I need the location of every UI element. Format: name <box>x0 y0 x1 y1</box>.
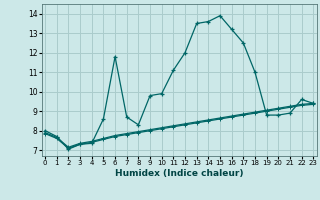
X-axis label: Humidex (Indice chaleur): Humidex (Indice chaleur) <box>115 169 244 178</box>
